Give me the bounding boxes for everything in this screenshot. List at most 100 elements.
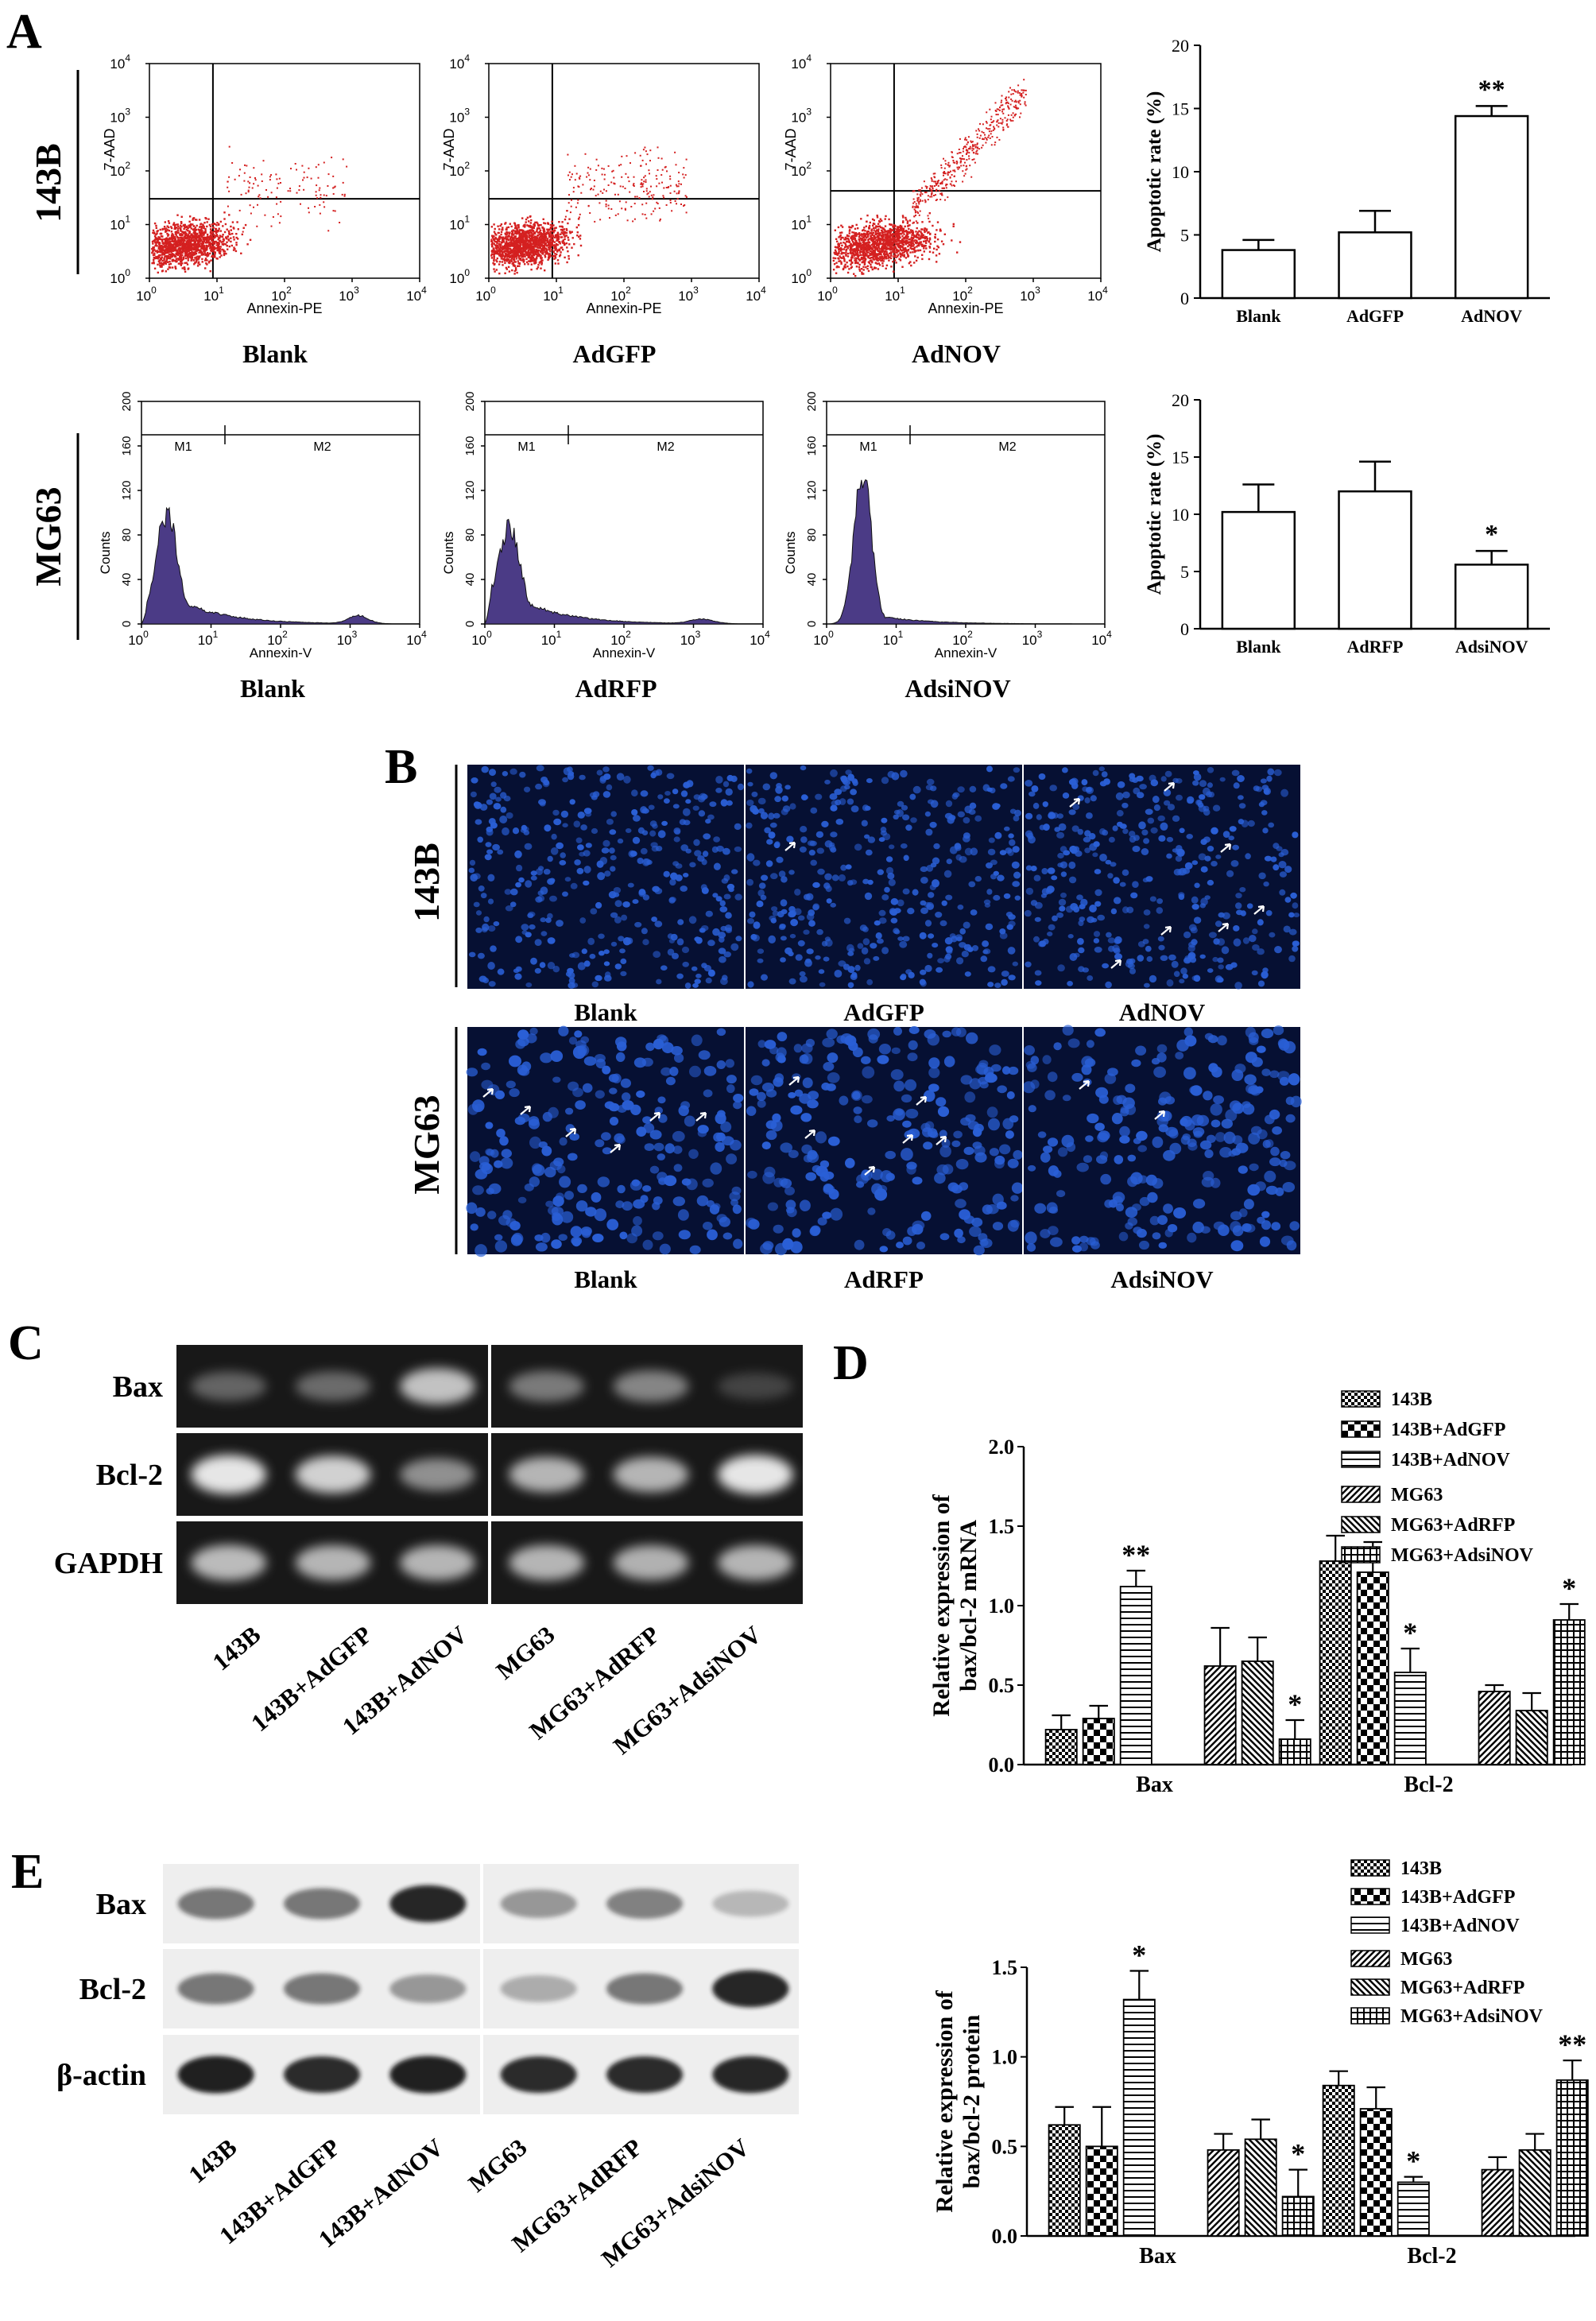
arrow-marker: [916, 1095, 928, 1106]
significance-mark: *: [1403, 1617, 1417, 1649]
band: [712, 1970, 789, 2008]
y-axis-label: Apoptotic rate (%): [1144, 434, 1165, 595]
panel-letter-d: D: [833, 1336, 869, 1390]
svg-text:143B: 143B: [28, 143, 68, 223]
legend-swatch: [1350, 1888, 1390, 1905]
y-tick-label: 200: [120, 391, 134, 411]
lane-label: 143B: [207, 1621, 266, 1676]
x-tick-label: 103: [1020, 285, 1040, 304]
bar: [1319, 1560, 1352, 1765]
gate-label-m2: M2: [313, 440, 331, 454]
lane-label: MG63: [490, 1621, 560, 1685]
panel-b-row2-label: MG63: [406, 1027, 458, 1254]
significance-mark: **: [1478, 75, 1505, 104]
arrow-marker: [1253, 905, 1265, 915]
band: [177, 2056, 254, 2094]
y-axis-label: Counts: [98, 531, 113, 574]
x-tick-label: 101: [543, 285, 564, 304]
y-axis-label: 7-AAD: [102, 128, 118, 170]
arrow-marker: [1218, 922, 1230, 932]
band: [606, 2056, 683, 2093]
histogram-fill: [141, 506, 420, 625]
bar-chart-mrna: 0.0 0.5 1.0 1.5 2.0 Relative expression ofbax…: [928, 1389, 1586, 1797]
y-tick-label: 0: [1180, 619, 1189, 639]
bar: [1203, 1665, 1237, 1765]
row-label: GAPDH: [54, 1547, 163, 1580]
band: [712, 1890, 789, 1917]
y-tick-label: 15: [1172, 448, 1189, 467]
y-tick-label: 0: [805, 621, 819, 627]
band: [613, 1456, 689, 1493]
bar: [1338, 490, 1412, 630]
arrow-marker: [482, 1087, 494, 1098]
x-tick-label: 100: [471, 629, 492, 648]
band: [712, 2056, 789, 2094]
x-tick-label: AdsiNOV: [1455, 637, 1528, 657]
band: [500, 1889, 577, 1918]
y-axis-label: 7-AAD: [783, 128, 799, 170]
x-tick-label: 100: [136, 285, 157, 304]
significance-mark: **: [1558, 2028, 1586, 2060]
x-axis-label: Annexin-PE: [246, 300, 322, 316]
panel-b-row1-label: 143B: [406, 765, 458, 987]
legend-label: 143B: [1400, 1858, 1442, 1879]
y-tick-label: 103: [449, 107, 470, 126]
panel-letter-c: C: [8, 1316, 44, 1370]
band: [191, 1371, 266, 1401]
arrow-marker: [565, 1127, 577, 1137]
x-tick-label: Bcl-2: [1407, 2244, 1456, 2269]
bar: [1221, 249, 1296, 300]
y-tick-label: 101: [791, 214, 812, 233]
band: [389, 1974, 467, 2003]
stain-row-mg63: Blank AdRFP AdsiNOV: [466, 1025, 1302, 1293]
gate-label-m1: M1: [174, 440, 192, 454]
image-caption: AdGFP: [843, 998, 924, 1026]
image-caption: AdsiNOV: [1110, 1265, 1214, 1293]
legend-label: 143B: [1391, 1389, 1432, 1410]
x-tick-label: 101: [885, 285, 905, 304]
plot-caption: AdsiNOV: [905, 674, 1010, 703]
y-tick-label: 120: [805, 480, 819, 500]
y-tick-label: 20: [1172, 36, 1189, 56]
legend-swatch: [1341, 1451, 1381, 1468]
arrow-marker: [804, 1129, 816, 1139]
legend-label: 143B+AdGFP: [1391, 1420, 1505, 1440]
significance-mark: *: [1406, 2145, 1420, 2177]
x-tick-label: 101: [541, 629, 562, 648]
significance-mark: *: [1132, 1939, 1146, 1971]
arrow-marker: [784, 841, 796, 851]
arrow-marker: [520, 1105, 532, 1115]
y-tick-label: 160: [805, 436, 819, 455]
legend-swatch: [1341, 1546, 1381, 1563]
x-tick-label: 100: [128, 629, 149, 648]
y-tick-label: 10: [1172, 505, 1189, 525]
x-tick-label: 104: [1087, 285, 1108, 304]
nuclear-stain-images: Blank AdGFP AdNOV Blank AdRFP AdsiNOV: [466, 765, 1302, 1293]
y-tick-label: 1.0: [989, 1594, 1015, 1618]
panel-a-row2-label: MG63: [28, 433, 79, 640]
y-tick-label: 100: [449, 267, 470, 286]
facs-dots: [832, 79, 1027, 277]
nuclei: [1022, 1025, 1302, 1253]
y-tick-label: 160: [463, 436, 477, 455]
legend-swatch: [1350, 1978, 1390, 1996]
x-axis-label: Annexin-V: [935, 645, 998, 661]
bar: [1518, 2149, 1551, 2237]
y-tick-label: 200: [463, 391, 477, 411]
x-tick-label: Blank: [1236, 306, 1281, 326]
y-tick-label: 0: [1180, 289, 1189, 308]
x-tick-label: 101: [883, 629, 904, 648]
y-tick-label: 160: [120, 436, 134, 455]
y-tick-label: 120: [120, 480, 134, 500]
bar: [1396, 2181, 1430, 2237]
band: [718, 1373, 793, 1400]
x-tick-label: 100: [813, 629, 834, 648]
x-tick-label: 103: [680, 629, 701, 648]
stain-row-143b: Blank AdGFP AdNOV: [467, 765, 1300, 1026]
facs-plot-adgfp: 100100101101102102103103104104Annexin-PE…: [441, 52, 766, 368]
stain-image: [744, 765, 1022, 989]
band: [718, 1455, 793, 1494]
